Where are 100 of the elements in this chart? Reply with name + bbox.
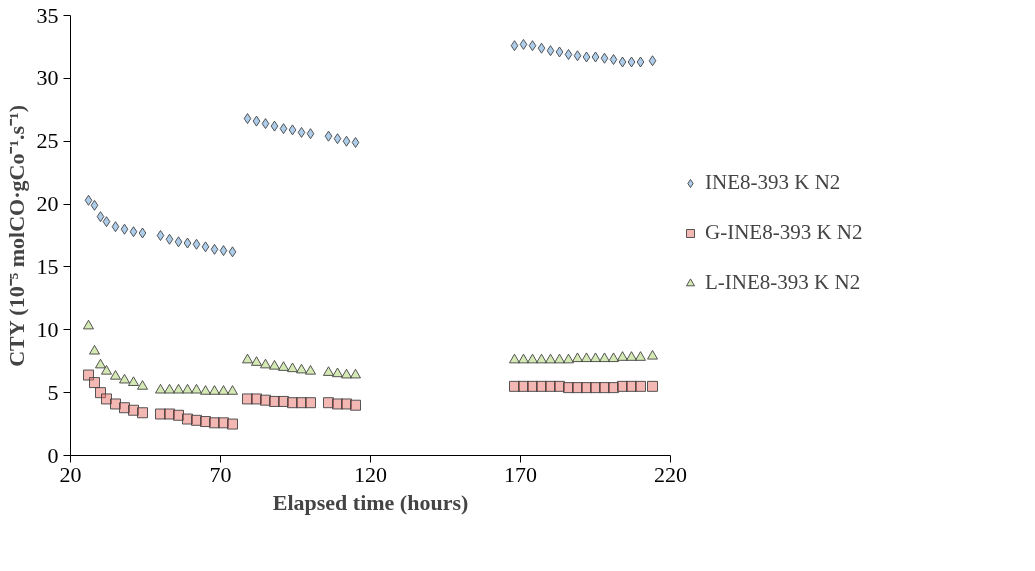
point [600,52,609,64]
point [591,51,600,63]
x-tick-label: 120 [354,461,387,487]
point [635,351,646,361]
point [155,383,166,394]
point [333,133,342,145]
point [555,46,564,58]
point [287,362,298,373]
point [627,56,636,68]
point [564,48,573,60]
legend-label: L-INE8-393 K N2 [705,270,861,295]
point [164,408,175,420]
point [191,383,202,394]
point [156,230,165,241]
point [342,135,351,147]
point [323,366,334,376]
point [174,236,183,248]
x-tick-label: 70 [209,461,232,487]
point [573,50,582,62]
point [242,353,253,364]
y-tick-label: 30 [36,65,59,91]
point [252,115,261,127]
point [227,385,238,395]
x-tick-label: 220 [654,461,687,487]
y-tick-label: 35 [36,2,59,28]
point [201,241,210,253]
x-axis-title: Elapsed time (hours) [272,489,469,515]
point [636,56,645,68]
point [305,397,316,409]
point [173,383,184,394]
point [243,113,252,125]
point [350,399,361,411]
point [590,352,601,363]
point [306,128,315,140]
point [536,353,547,364]
point [251,393,262,405]
y-tick-label: 10 [36,316,59,342]
point [288,124,297,136]
point [324,130,333,142]
point [297,126,306,138]
point [183,237,192,249]
point [546,45,555,57]
point [138,227,147,239]
point [609,54,618,65]
point [269,359,280,370]
y-axis-title: CTY (10⁻⁵ molCO·gCo⁻¹.s⁻¹) [3,105,29,367]
point [279,123,288,135]
point [120,223,129,235]
point [527,353,538,364]
point [341,398,352,410]
point [242,393,253,405]
point [165,233,174,245]
point [89,377,100,389]
point [84,194,93,206]
point [545,353,556,364]
point [351,136,360,148]
point [278,361,289,371]
point [182,413,193,425]
point [89,344,100,355]
point [95,358,106,369]
point [332,398,343,410]
point [137,407,148,419]
point [192,238,201,250]
point [251,356,262,366]
y-tick-label: 15 [36,253,59,279]
point [83,369,94,381]
point [137,380,148,390]
point [518,353,529,364]
point [200,385,211,395]
point [647,349,658,360]
point [519,38,528,50]
point [90,199,99,211]
point [647,380,658,392]
point [101,365,112,375]
point [129,226,138,238]
point [554,353,565,364]
point [617,351,628,361]
point [563,353,574,364]
point [270,120,279,132]
point [110,370,121,380]
point [528,40,537,52]
point [101,393,112,405]
point [582,51,591,63]
point [227,418,238,430]
y-tick-label: 5 [47,379,59,405]
y-tick-label: 0 [47,442,59,468]
point [648,55,657,67]
point [509,353,520,364]
point [626,351,637,361]
x-tick-label: 170 [504,461,537,487]
point [96,211,105,223]
point [155,408,166,420]
point [110,398,121,410]
point [128,376,139,386]
point [102,216,111,228]
point [119,373,130,384]
point [218,385,229,395]
point [111,221,120,233]
point [296,363,307,374]
point [228,246,237,258]
